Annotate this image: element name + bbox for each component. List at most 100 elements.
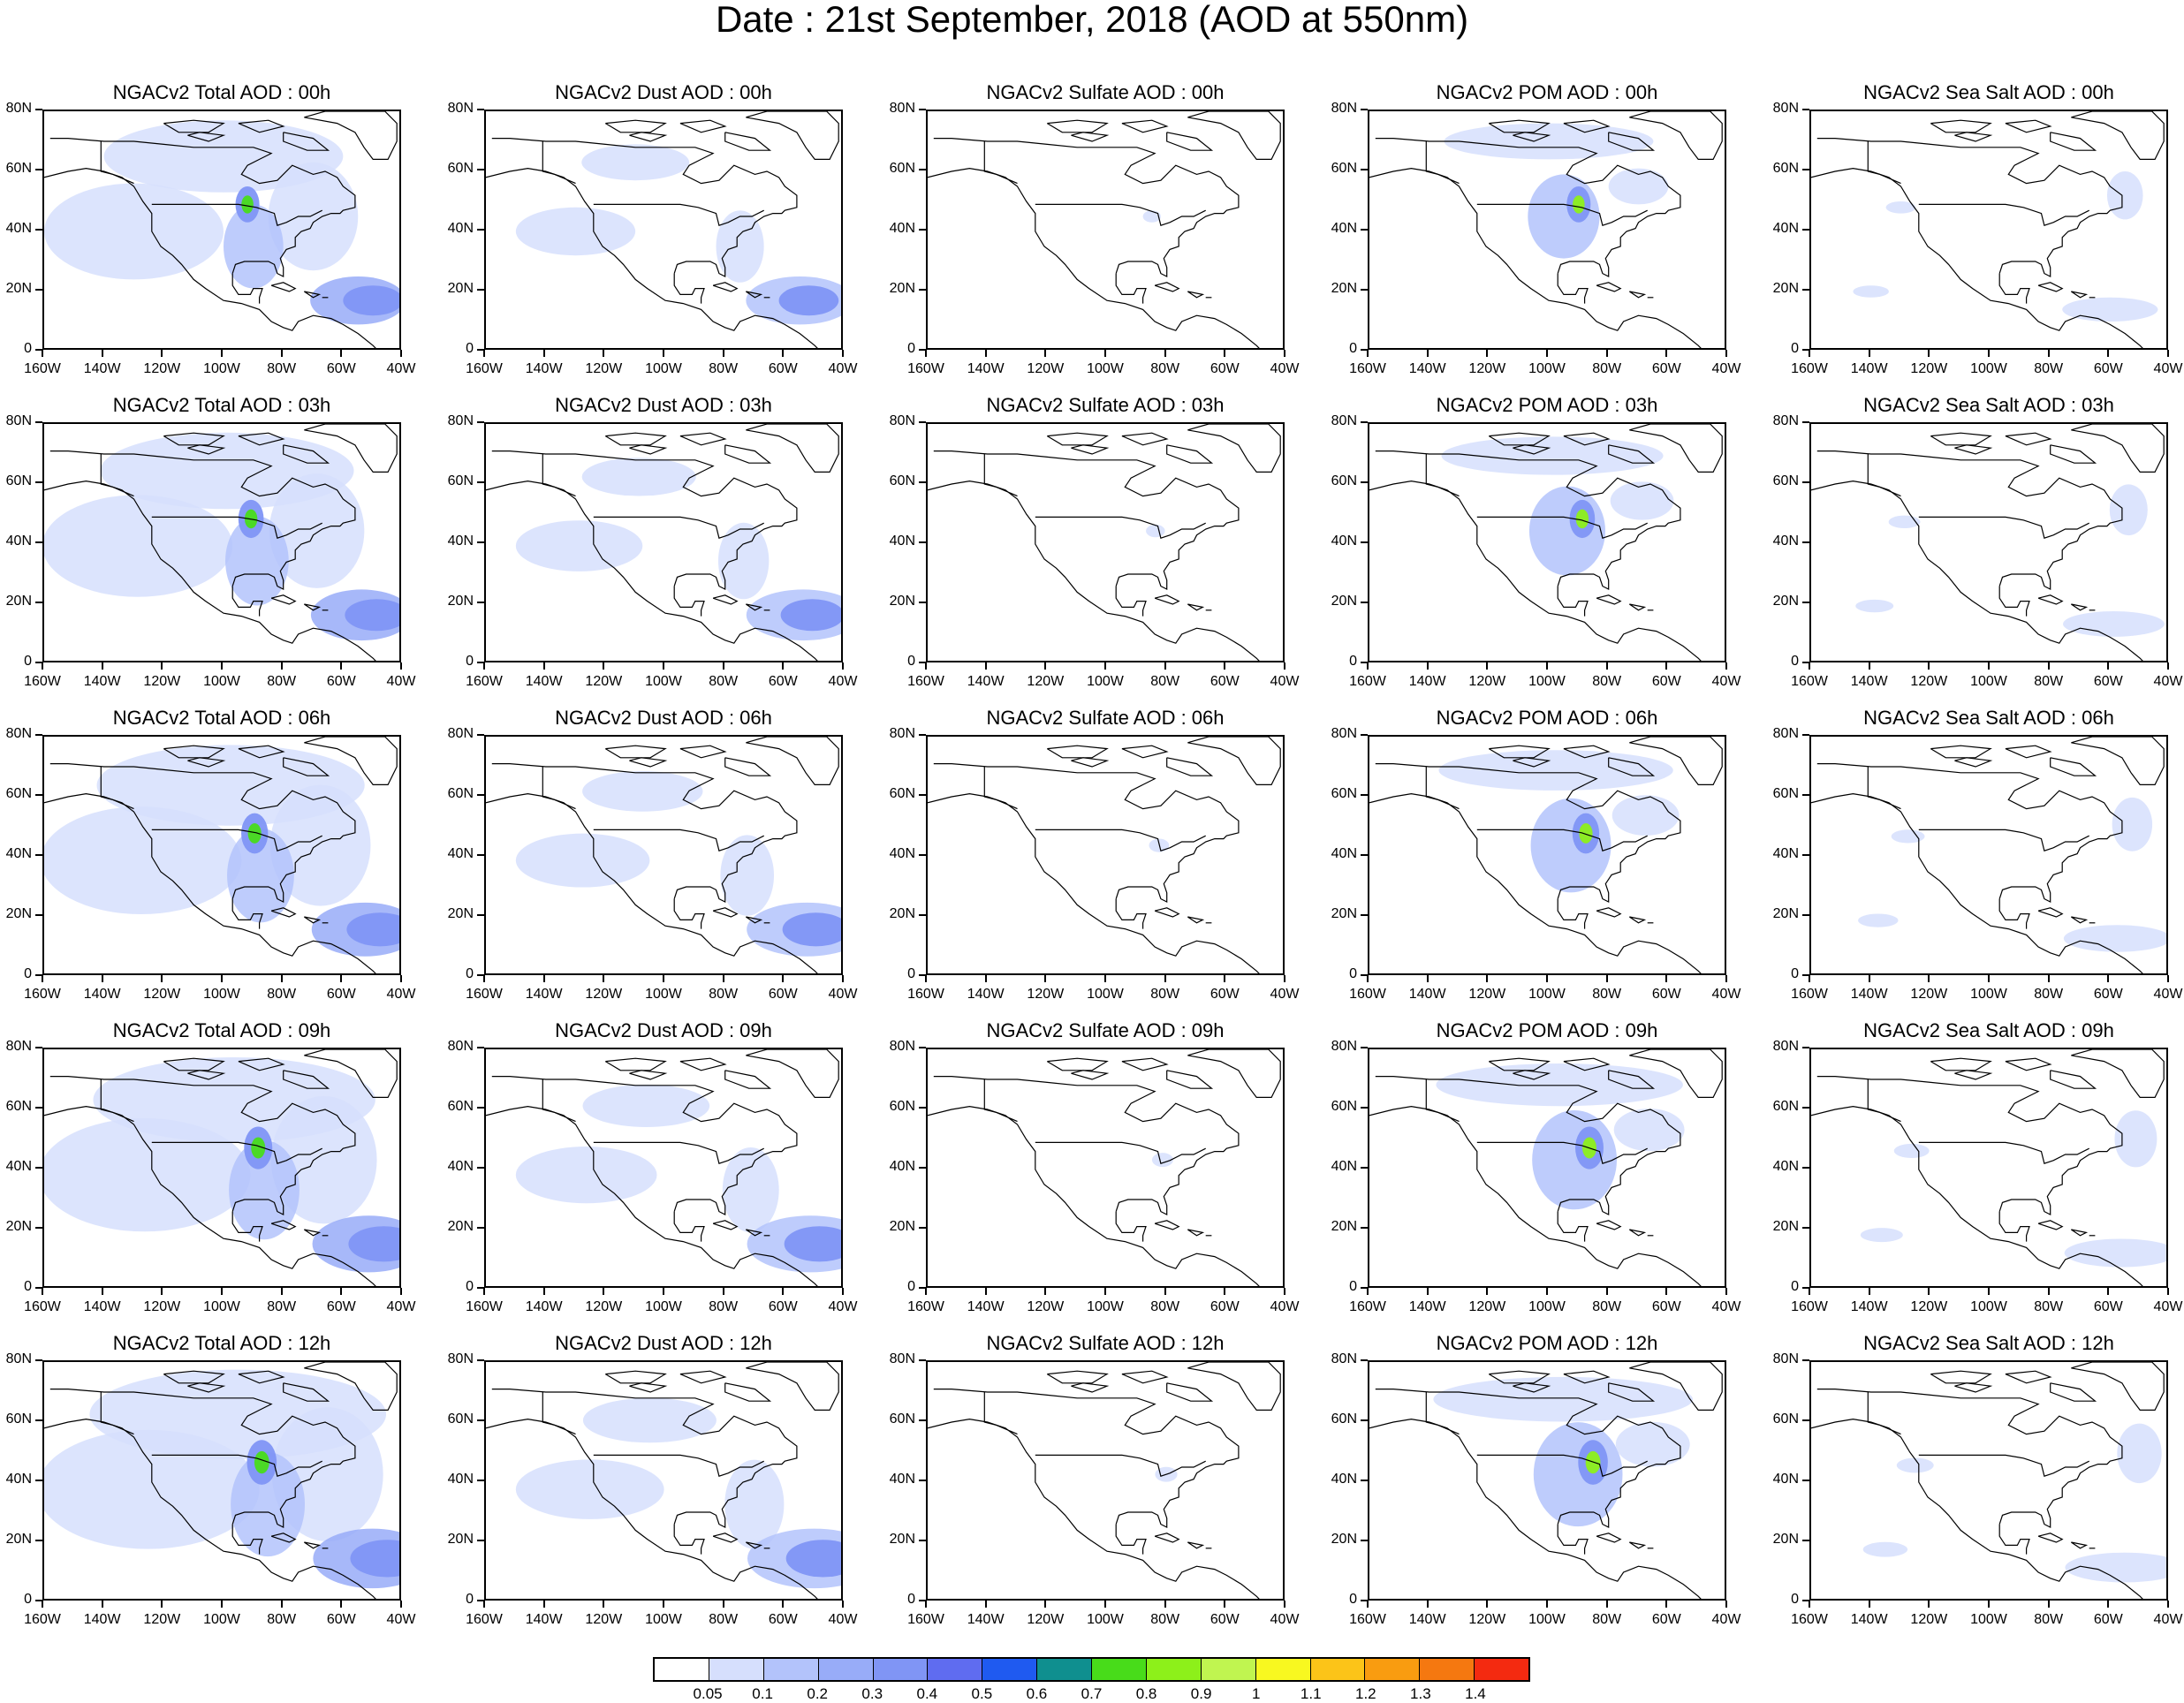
y-tick-label: 40N: [889, 1159, 915, 1174]
national-border: [593, 516, 764, 539]
x-tick-label: 60W: [768, 1299, 798, 1314]
panel-title: NGACv2 Dust AOD : 06h: [555, 707, 772, 729]
coastline: [304, 111, 398, 161]
x-tick: [542, 350, 545, 357]
panel-title: NGACv2 POM AOD : 12h: [1436, 1332, 1658, 1354]
island-coastline: [629, 1382, 668, 1393]
y-tick: [477, 854, 484, 856]
y-tick: [1361, 854, 1368, 856]
aod-plume: [1444, 123, 1654, 160]
island-coastline: [712, 1220, 739, 1230]
y-tick: [1802, 1359, 1809, 1361]
island-coastline: [629, 757, 668, 768]
x-tick: [2047, 350, 2050, 357]
x-tick: [925, 975, 927, 982]
y-tick: [35, 289, 42, 291]
x-tick: [161, 350, 163, 357]
x-tick: [280, 975, 283, 982]
coastline: [746, 424, 839, 473]
y-tick: [919, 1600, 926, 1601]
x-tick: [280, 1601, 283, 1608]
aod-map-panel: [484, 1048, 843, 1288]
x-tick: [2107, 1601, 2110, 1608]
island-coastline: [1563, 119, 1611, 133]
x-tick-label: 100W: [645, 361, 682, 376]
aod-map-panel: [484, 735, 843, 975]
panel-title: NGACv2 Total AOD : 12h: [112, 1332, 331, 1354]
x-tick: [42, 350, 43, 357]
y-tick: [1361, 349, 1368, 351]
aod-map-svg: [1811, 1049, 2166, 1286]
aod-plume: [1613, 1109, 1685, 1152]
coastline: [1375, 1076, 1681, 1215]
x-tick: [1044, 1288, 1047, 1295]
island-coastline: [1166, 757, 1214, 776]
x-tick: [925, 662, 927, 670]
x-tick-label: 80W: [1592, 361, 1622, 376]
x-tick: [42, 1601, 43, 1608]
aod-plume: [2114, 1110, 2157, 1168]
x-tick-label: 40W: [386, 674, 416, 689]
island-coastline: [1608, 757, 1656, 776]
aod-plume: [348, 1226, 399, 1262]
y-tick: [1802, 229, 1809, 231]
national-border: [1867, 767, 1901, 810]
aod-map-svg: [44, 424, 399, 661]
y-tick-label: 0: [24, 1279, 32, 1294]
aod-plume: [717, 522, 770, 600]
island-coastline: [1121, 745, 1169, 759]
aod-map-svg: [928, 111, 1281, 348]
y-tick-label: 40N: [1772, 1472, 1799, 1487]
island-coastline: [238, 1370, 285, 1384]
y-tick: [477, 1540, 484, 1541]
island-coastline: [1488, 1057, 1551, 1071]
x-tick: [1044, 975, 1047, 982]
x-tick: [483, 662, 485, 670]
coastline: [1115, 1211, 1147, 1242]
panel-title: NGACv2 Dust AOD : 03h: [555, 394, 772, 416]
panel-title: NGACv2 Sulfate AOD : 09h: [986, 1019, 1225, 1041]
colorbar-label: 0.9: [1190, 1685, 1212, 1702]
island-coastline: [724, 1070, 772, 1089]
y-tick: [919, 734, 926, 736]
island-coastline: [2005, 745, 2052, 759]
y-tick-label: 20N: [1772, 281, 1799, 296]
x-tick: [1546, 1288, 1548, 1295]
coastline: [1816, 138, 2123, 277]
y-tick: [477, 602, 484, 603]
coastline: [746, 1362, 839, 1412]
x-tick: [722, 350, 724, 357]
aod-plume: [1891, 829, 1925, 844]
aod-plume: [1579, 823, 1593, 844]
y-tick: [477, 1600, 484, 1601]
x-tick: [722, 975, 724, 982]
aod-map-panel: [1368, 735, 1726, 975]
x-tick-label: 60W: [326, 361, 356, 376]
x-tick: [663, 662, 664, 670]
island-coastline: [1121, 1370, 1169, 1384]
colorbar-label: 0.6: [1026, 1685, 1048, 1702]
x-tick: [1426, 1288, 1429, 1295]
y-tick: [1802, 481, 1809, 483]
island-coastline: [1187, 1541, 1205, 1549]
x-tick-label: 60W: [1210, 1299, 1240, 1314]
y-tick-label: 0: [1349, 1279, 1357, 1294]
national-border: [542, 141, 576, 185]
y-tick: [35, 349, 42, 351]
y-tick: [1802, 349, 1809, 351]
x-tick-label: 60W: [326, 987, 356, 1002]
coastline: [49, 138, 356, 277]
island-coastline: [1187, 916, 1205, 924]
x-tick-label: 80W: [1150, 987, 1180, 1002]
aod-map-panel: [42, 735, 401, 975]
island-coastline: [1608, 444, 1656, 464]
aod-plume: [1146, 524, 1165, 538]
coastline: [304, 424, 398, 473]
x-tick-label: 60W: [2093, 674, 2123, 689]
coastline: [1187, 737, 1281, 786]
aod-plume: [350, 1540, 399, 1578]
island-coastline: [1596, 1533, 1622, 1543]
y-tick: [35, 109, 42, 110]
national-border: [151, 1141, 322, 1164]
island-coastline: [1154, 282, 1180, 292]
